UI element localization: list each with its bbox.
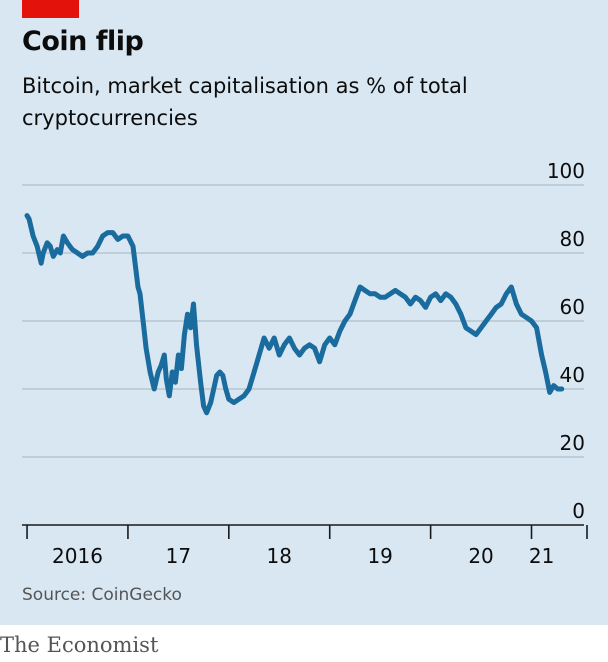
y-tick-label: 20 [560,431,585,455]
x-tick-label: 20 [468,544,493,568]
gridlines [22,184,584,458]
chart-title: Coin flip [22,26,144,57]
y-tick-label: 80 [560,227,585,251]
source-note: Source: CoinGecko [22,585,182,605]
y-tick-label: 100 [547,159,585,183]
x-tick-label: 19 [367,544,392,568]
x-tick-label: 21 [529,544,554,568]
chart-panel [0,0,608,625]
line-chart: 0 20 40 60 80 100 2016 17 18 19 20 21 [22,159,588,568]
x-tick-label: 2016 [52,544,103,568]
x-tick-label: 18 [267,544,292,568]
y-tick-label: 0 [572,499,585,523]
y-tick-label: 40 [560,363,585,387]
series-layer [24,213,565,416]
bitcoin-share-line [24,213,565,416]
chart-subtitle: Bitcoin, market capitalisation as % of t… [22,74,468,130]
brand-accent-tag [22,0,79,18]
y-axis-tick-labels: 0 20 40 60 80 100 [547,159,585,523]
publisher-logo: The Economist [0,633,159,657]
y-tick-label: 60 [560,295,585,319]
x-axis: 2016 17 18 19 20 21 [22,524,588,568]
x-tick-label: 17 [166,544,191,568]
